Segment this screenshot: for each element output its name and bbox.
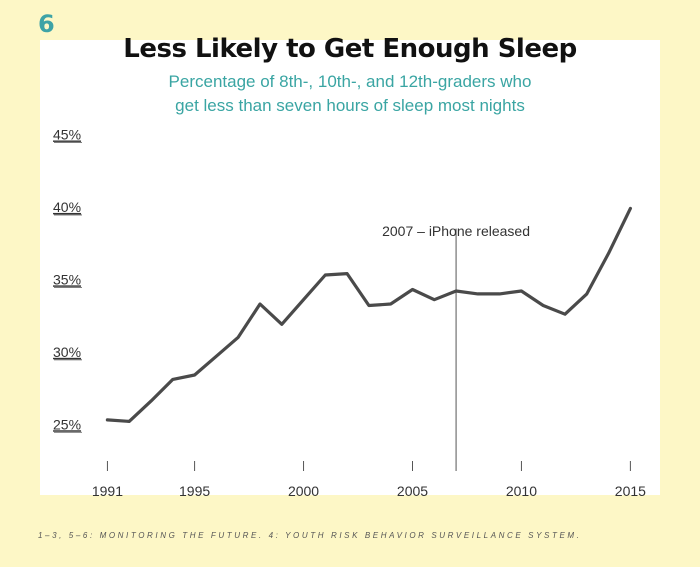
source-footer: 1–3, 5–6: MONITORING THE FUTURE. 4: YOUT… xyxy=(38,531,582,540)
subtitle-line-2: get less than seven hours of sleep most … xyxy=(175,96,525,115)
y-tick-label: 30% xyxy=(53,344,81,360)
x-tick-label: 2000 xyxy=(288,483,319,499)
y-axis: 25% 30% 35% 40% 45% xyxy=(53,126,82,433)
iphone-release-label: 2007 – iPhone released xyxy=(382,223,530,239)
y-tick-label: 35% xyxy=(53,271,81,287)
x-axis: 1991 1995 2000 2005 2010 2015 xyxy=(92,461,646,499)
chart-panel xyxy=(40,40,660,495)
y-tick-label: 40% xyxy=(53,199,81,215)
x-tick-label: 2010 xyxy=(506,483,537,499)
chart-title: Less Likely to Get Enough Sleep xyxy=(123,34,577,64)
figure-number: 6 xyxy=(38,10,55,38)
series-layer xyxy=(105,206,633,423)
chart-subtitle: Percentage of 8th-, 10th-, and 12th-grad… xyxy=(0,70,700,118)
x-tick-label: 1991 xyxy=(92,483,123,499)
iphone-annotation: 2007 – iPhone released xyxy=(382,223,530,471)
x-tick-label: 2015 xyxy=(615,483,646,499)
y-tick-label: 25% xyxy=(53,416,81,432)
x-tick-label: 1995 xyxy=(179,483,210,499)
x-tick-label: 2005 xyxy=(397,483,428,499)
series-line xyxy=(105,206,633,423)
subtitle-line-1: Percentage of 8th-, 10th-, and 12th-grad… xyxy=(168,72,532,91)
y-tick-label: 45% xyxy=(53,126,81,142)
